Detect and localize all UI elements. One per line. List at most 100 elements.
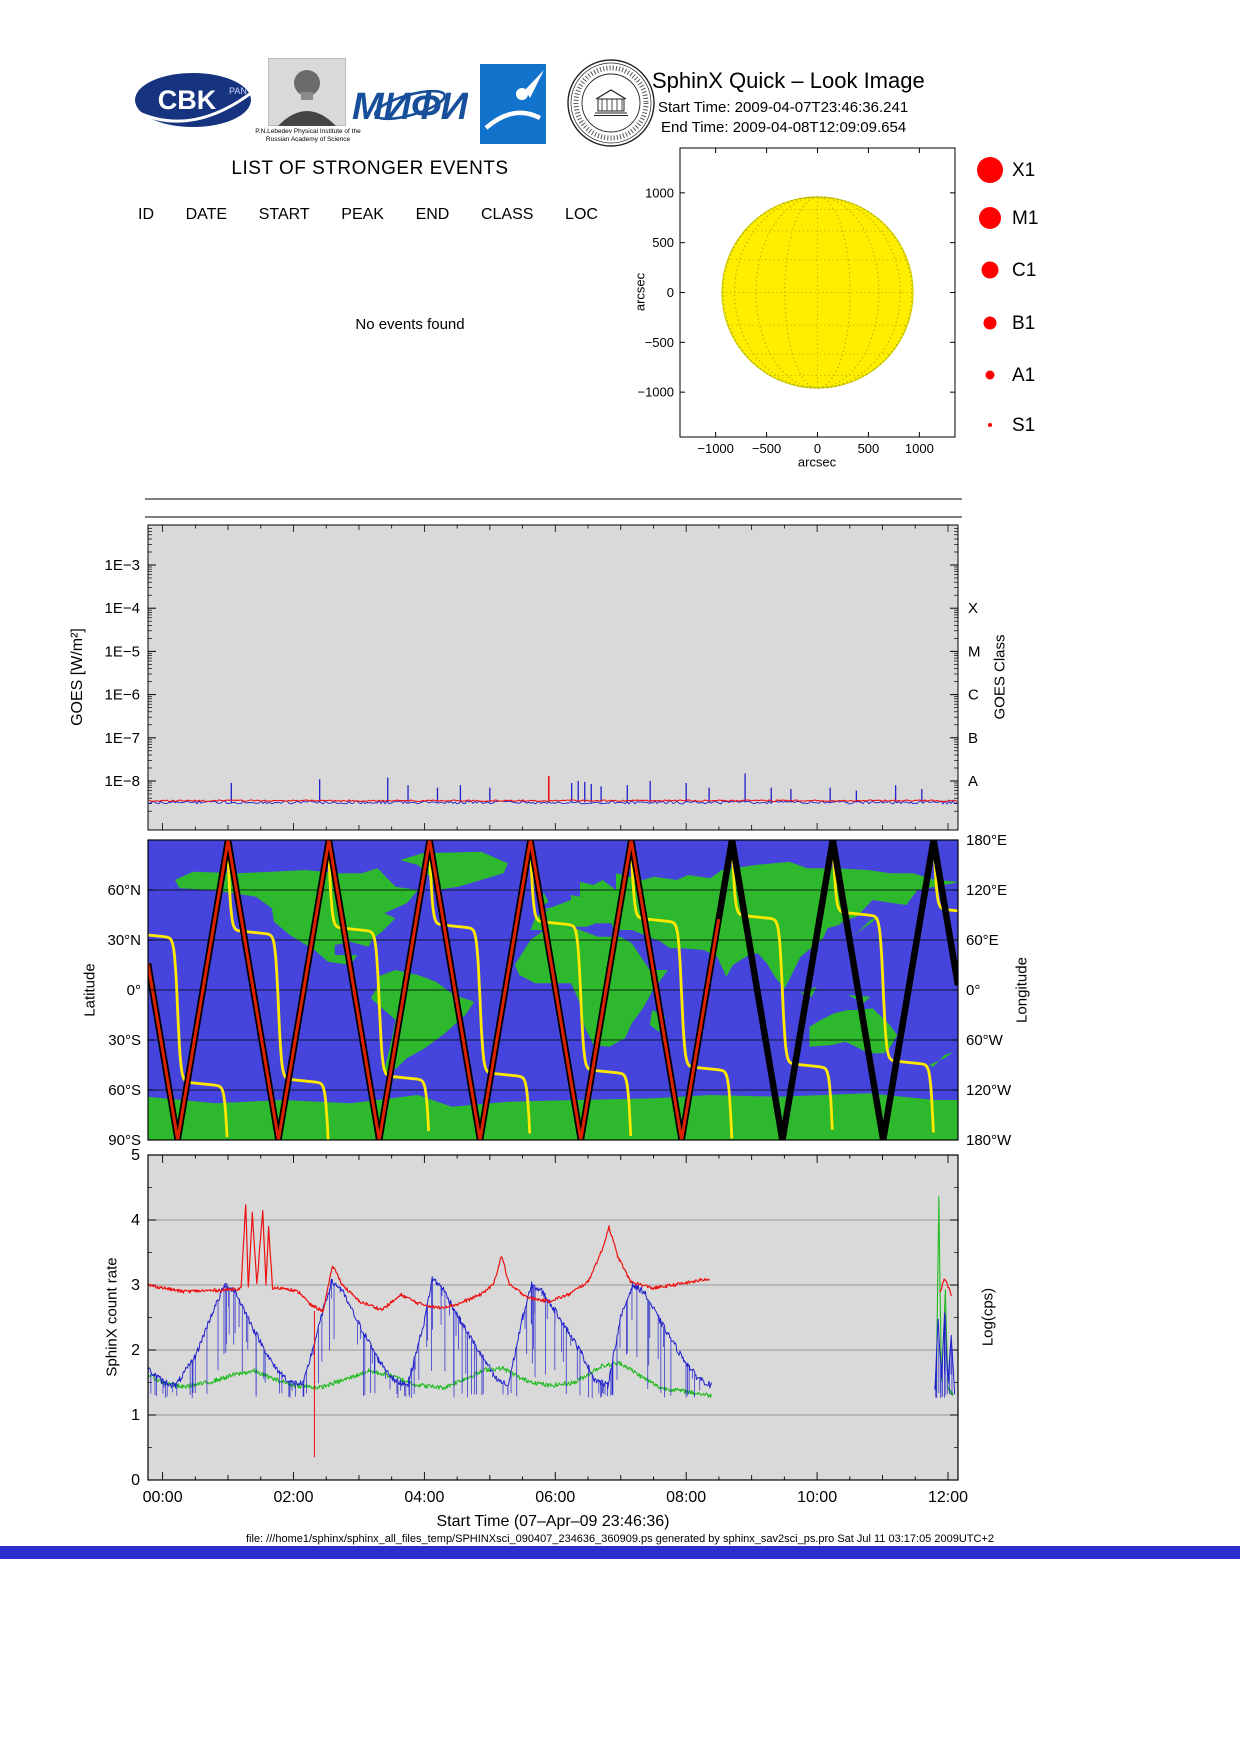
svg-text:1: 1	[131, 1407, 140, 1424]
svg-text:B1: B1	[1012, 313, 1035, 334]
svg-text:0: 0	[814, 441, 821, 456]
svg-text:1E−3: 1E−3	[105, 557, 140, 574]
sun-plot: −1000 −500 0 500 1000 −1000 −500 0 500 1000	[637, 147, 956, 456]
svg-text:120°W: 120°W	[966, 1082, 1012, 1099]
svg-text:1000: 1000	[905, 441, 934, 456]
svg-text:180°W: 180°W	[966, 1132, 1012, 1149]
flare-legend-dot-B1	[983, 316, 997, 330]
count-panel: 0 1 2 3 4 5 00:00 02:00 04:00 06:00 08:00 10:00 12:0…	[131, 1147, 968, 1506]
svg-text:08:00: 08:00	[666, 1489, 706, 1506]
detector-red-trace	[939, 1278, 952, 1297]
svg-text:30°N: 30°N	[107, 932, 141, 949]
ground-track-day	[148, 840, 721, 1140]
events-column-peak: PEAK	[341, 206, 384, 223]
map-right-label: Longitude	[1013, 957, 1031, 1023]
lebedev-portrait	[267, 57, 347, 127]
svg-text:X1: X1	[1012, 160, 1035, 181]
sun-ylabel: arcsec	[632, 272, 648, 312]
svg-text:X: X	[968, 600, 978, 617]
events-column-end: END	[415, 206, 450, 223]
svg-text:1E−6: 1E−6	[105, 687, 140, 704]
svg-text:1E−7: 1E−7	[105, 730, 140, 747]
mephi-graphic: МИФИ	[352, 86, 469, 128]
svg-text:−1000: −1000	[697, 441, 734, 456]
end-time: End Time: 2009-04-08T12:09:09.654	[661, 119, 907, 136]
page-title: SphinX Quick – Look Image	[652, 68, 925, 93]
svg-text:4: 4	[131, 1212, 140, 1229]
events-column-class: CLASS	[480, 206, 534, 223]
events-empty-message: No events found	[355, 316, 465, 333]
svg-text:00:00: 00:00	[143, 1489, 183, 1506]
events-columns: ID DATE START PEAK END CLASS LOC	[138, 206, 598, 224]
events-column-id: ID	[138, 206, 154, 223]
svg-text:1E−5: 1E−5	[105, 643, 140, 660]
count-right-label: Log(cps)	[979, 1287, 997, 1347]
cbk-text: CBK	[158, 85, 217, 115]
svg-text:90°S: 90°S	[108, 1132, 141, 1149]
svg-text:3: 3	[131, 1277, 140, 1294]
svg-text:60°E: 60°E	[966, 932, 999, 949]
events-title: LIST OF STRONGER EVENTS	[231, 158, 509, 179]
svg-text:1E−4: 1E−4	[105, 600, 140, 617]
map-land	[809, 1008, 898, 1054]
svg-text:06:00: 06:00	[535, 1489, 575, 1506]
mephi-text: МИФИ	[352, 86, 468, 128]
svg-text:1000: 1000	[645, 185, 674, 200]
detector-green-trace	[148, 1360, 712, 1399]
bottom-bar	[0, 1546, 1240, 1559]
flare-legend-dot-C1	[981, 261, 999, 279]
map-ylabel: Latitude	[81, 963, 99, 1017]
map-panel: 60°N 30°N 0° 30°S 60°S 90°S 180°E 120°E 60°E 0° 60…	[107, 832, 1012, 1149]
detector-blue-trace	[148, 1276, 712, 1390]
svg-text:−1000: −1000	[637, 385, 674, 400]
logo-lebedev	[267, 57, 347, 127]
svg-text:500: 500	[858, 441, 880, 456]
flare-legend-dot-X1	[977, 157, 1003, 183]
flare-legend-dot-A1	[985, 370, 995, 380]
svg-text:500: 500	[652, 235, 674, 250]
svg-text:2: 2	[131, 1342, 140, 1359]
logo-comet	[480, 64, 546, 144]
map-land	[148, 1093, 958, 1140]
svg-text:M1: M1	[1012, 208, 1038, 229]
lebedev-caption: P.N.Lebedev Physical Institute of the Ru…	[255, 128, 361, 143]
svg-text:−500: −500	[645, 335, 674, 350]
svg-text:0: 0	[667, 285, 674, 300]
svg-text:A1: A1	[1012, 365, 1035, 386]
svg-text:5: 5	[131, 1147, 140, 1164]
svg-text:0°: 0°	[127, 982, 141, 999]
svg-text:30°S: 30°S	[108, 1032, 141, 1049]
time-axis-label: Start Time (07–Apr–09 23:46:36)	[436, 1513, 670, 1530]
goes-panel: 1E−3 1E−4 1E−5 1E−6 1E−7 1E−8 X M C B A	[105, 524, 981, 831]
svg-text:1E−8: 1E−8	[105, 773, 140, 790]
flare-legend-dot-M1	[979, 207, 1001, 229]
comet-graphic	[480, 64, 546, 144]
flare-legend-dot-S1	[988, 423, 992, 427]
logo-mephi: МИФИ	[352, 74, 469, 134]
events-column-start: START	[258, 206, 310, 223]
svg-text:60°W: 60°W	[966, 1032, 1004, 1049]
events-column-date: DATE	[185, 206, 228, 223]
svg-text:60°S: 60°S	[108, 1082, 141, 1099]
svg-text:02:00: 02:00	[273, 1489, 313, 1506]
logo-seal	[566, 56, 656, 150]
footer-file-line: file: ///home1/sphinx/sphinx_all_files_t…	[246, 1533, 994, 1545]
pan-text: PAN	[229, 86, 247, 96]
flare-legend: X1 M1 C1 B1 A1 S1	[977, 157, 1038, 436]
start-time: Start Time: 2009-04-07T23:46:36.241	[658, 99, 909, 116]
detector-red-trace	[148, 1204, 710, 1313]
map-land	[928, 1051, 954, 1067]
detector-green-trace	[935, 1196, 954, 1396]
events-column-loc: LOC	[565, 206, 598, 223]
svg-text:10:00: 10:00	[797, 1489, 837, 1506]
cbk-pan-graphic: CBK PAN	[135, 73, 256, 127]
sun-xlabel: arcsec	[797, 454, 837, 470]
svg-text:180°E: 180°E	[966, 832, 1007, 849]
logo-cbk-pan: CBK PAN	[133, 64, 259, 136]
goes-right-label: GOES Class	[991, 634, 1009, 720]
seal-graphic	[567, 59, 655, 147]
svg-text:−500: −500	[752, 441, 781, 456]
count-ylabel: SphinX count rate	[103, 1257, 121, 1377]
